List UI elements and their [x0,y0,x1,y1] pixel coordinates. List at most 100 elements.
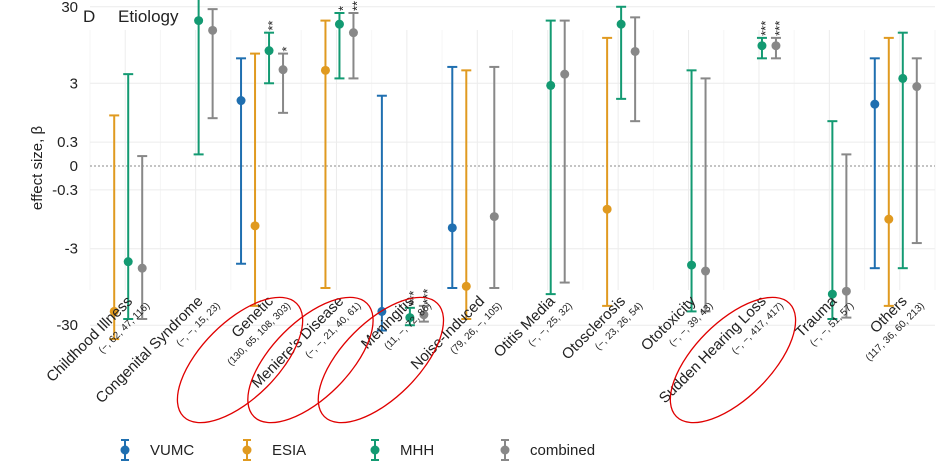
legend-item-combined: combined [500,439,595,461]
errorbar-vumc [447,65,458,289]
y-tick-label: -30 [56,317,78,334]
point-estimate [123,257,133,267]
errorbar-esia [320,19,331,289]
errorbar-combined [489,65,500,289]
point-estimate [546,80,556,90]
errorbar-combined [841,153,852,319]
y-tick-label: 30 [61,0,78,16]
legend: VUMC ESIA MHH combined [120,439,595,461]
errorbar-mhh: ** [264,21,280,85]
errorbar-combined: ** [348,1,364,80]
point-estimate [334,19,344,29]
highlight-ellipses [176,296,797,424]
significance-label: * [335,6,350,11]
highlight-ellipse [669,296,797,424]
errorbar-esia [109,114,120,341]
point-estimate [870,99,880,109]
y-tick-label: -3 [65,241,78,258]
errorbar-combined [630,16,641,123]
errorbar-combined [700,77,711,313]
panel-letter: D [83,7,95,26]
point-estimate [489,212,499,222]
point-estimate [898,73,908,83]
errorbar-combined [911,57,922,245]
errorbar-esia [883,36,894,307]
y-axis-label: effect size, β [29,126,46,211]
point-estimate [137,263,147,273]
errorbar-combined: * [278,47,294,114]
errorbar-esia [602,36,613,307]
legend-swatch [500,445,510,455]
highlight-ellipse [247,296,374,424]
significance-label: ** [265,21,280,31]
grid-lines [89,6,936,326]
significance-label: *** [420,289,435,304]
errorbar-mhh [123,73,134,320]
errorbar-mhh [193,0,204,156]
point-estimate [687,260,697,270]
errorbar-combined: *** [770,21,787,60]
point-estimate [461,281,471,291]
legend-label: VUMC [150,442,194,459]
point-estimate [616,19,626,29]
y-tick-label: -0.3 [52,182,78,199]
point-estimate [630,46,640,56]
legend-swatch [370,445,380,455]
legend-swatch [120,445,130,455]
y-tick-label: 3 [70,75,78,92]
legend-label: ESIA [272,442,306,459]
errorbar-mhh [545,19,556,296]
significance-label: * [279,47,294,52]
point-estimate [602,204,612,214]
errorbar-mhh [897,31,908,270]
point-estimate [841,286,851,296]
point-estimate [320,65,330,75]
point-estimate [771,41,781,51]
legend-item-vumc: VUMC [120,439,194,461]
significance-label: *** [758,21,773,36]
legend-swatch [242,445,252,455]
errorbar-vumc [236,57,247,265]
errorbar-mhh [616,5,627,100]
point-estimate [447,223,457,233]
point-estimate [109,306,119,316]
errorbar-mhh [827,120,838,320]
point-estimate [827,289,837,299]
highlight-ellipse [317,296,445,424]
point-estimate [884,214,894,224]
point-estimate [278,65,288,75]
errorbar-esia [250,52,261,307]
errorbar-vumc [869,57,880,270]
error-bars: **** ***** ****** *** [109,0,922,341]
point-estimate [405,313,415,323]
point-estimate [194,16,204,26]
point-estimate [757,41,767,51]
errorbar-mhh: * [334,6,350,80]
errorbar-esia [461,69,472,320]
point-estimate [250,221,260,231]
legend-label: MHH [400,442,434,459]
point-estimate [560,69,570,79]
errorbar-combined [137,155,148,320]
y-tick-label: 0.3 [57,134,78,151]
point-estimate [236,96,246,106]
highlight-ellipse [176,296,304,424]
errorbar-combined [207,8,218,120]
legend-label: combined [530,442,595,459]
point-estimate [419,310,429,320]
significance-label: *** [772,21,787,36]
errorbar-combined: *** [418,289,435,323]
point-estimate [912,82,922,92]
point-estimate [348,28,358,38]
legend-item-esia: ESIA [242,439,306,461]
point-estimate [264,46,274,56]
point-estimate [208,25,218,35]
errorbar-combined [559,19,570,284]
legend-item-mhh: MHH [370,439,434,461]
y-axis-ticks: 30 3 0.3 0 -0.3 -3 -30 [52,0,78,334]
point-estimate [701,266,711,276]
panel-title: Etiology [118,7,179,26]
significance-label: ** [349,1,364,11]
errorbar-mhh: *** [756,21,773,60]
